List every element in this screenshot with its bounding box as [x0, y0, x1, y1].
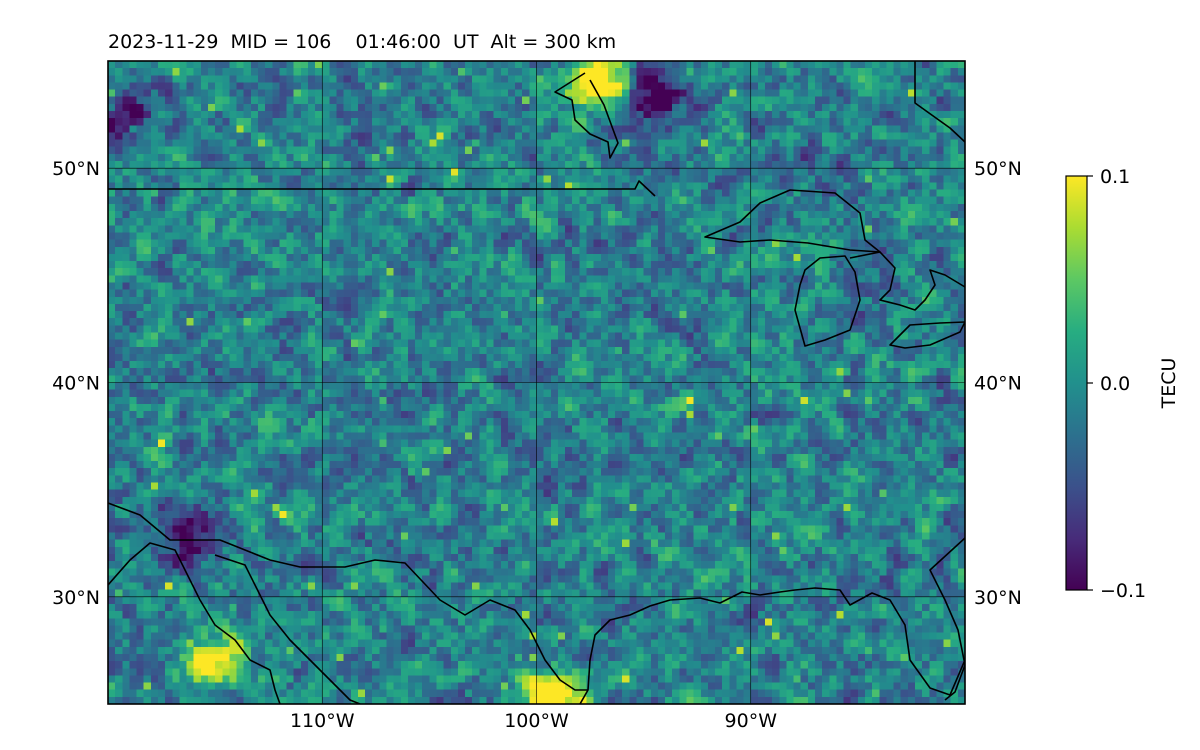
gulf-coast: [579, 587, 965, 704]
lon-tick-label: 100°W: [504, 710, 569, 732]
colorbar-ticks: 0.1 0.0 −0.1: [1087, 166, 1146, 602]
lake-erie-ontario: [889, 321, 965, 349]
colorbar-gradient: [1065, 175, 1088, 591]
lat-tick-label-right: 40°N: [974, 373, 1022, 395]
lake-michigan: [794, 255, 861, 347]
colorbar-label: TECU: [1158, 358, 1180, 410]
lat-tick-label-left: 50°N: [52, 158, 100, 180]
gulf-of-california: [214, 554, 361, 704]
baja-california: [108, 542, 281, 704]
lon-tick-label: 110°W: [290, 710, 355, 732]
longitude-tick-labels: 110°W 100°W 90°W: [290, 710, 777, 732]
lon-tick-label: 90°W: [725, 710, 778, 732]
colorbar-tick-label: 0.1: [1100, 166, 1130, 188]
atlantic-coast: [929, 537, 965, 701]
gridlines: [108, 61, 965, 704]
map-title: 2023-11-29 MID = 106 01:46:00 UT Alt = 3…: [108, 31, 616, 53]
map-frame: [107, 60, 966, 705]
hudson-bay-coast: [554, 72, 619, 159]
lat-tick-label-left: 30°N: [52, 587, 100, 609]
map-area: [107, 60, 966, 705]
mexico-border: [108, 502, 588, 691]
us-canada-border: [108, 180, 656, 197]
colorbar-tick-label: −0.1: [1100, 580, 1146, 602]
lat-tick-label-left: 40°N: [52, 373, 100, 395]
coastlines: [108, 61, 965, 704]
colorbar-tick-label: 0.0: [1100, 373, 1130, 395]
lake-superior: [704, 189, 881, 253]
east-canada-coast: [914, 61, 965, 143]
lat-tick-label-right: 30°N: [974, 587, 1022, 609]
colorbar: 0.1 0.0 −0.1 TECU: [1065, 166, 1180, 602]
lat-tick-label-right: 50°N: [974, 158, 1022, 180]
lake-huron: [849, 251, 965, 311]
latitude-tick-labels: 50°N 50°N 40°N 40°N 30°N 30°N: [52, 158, 1022, 609]
